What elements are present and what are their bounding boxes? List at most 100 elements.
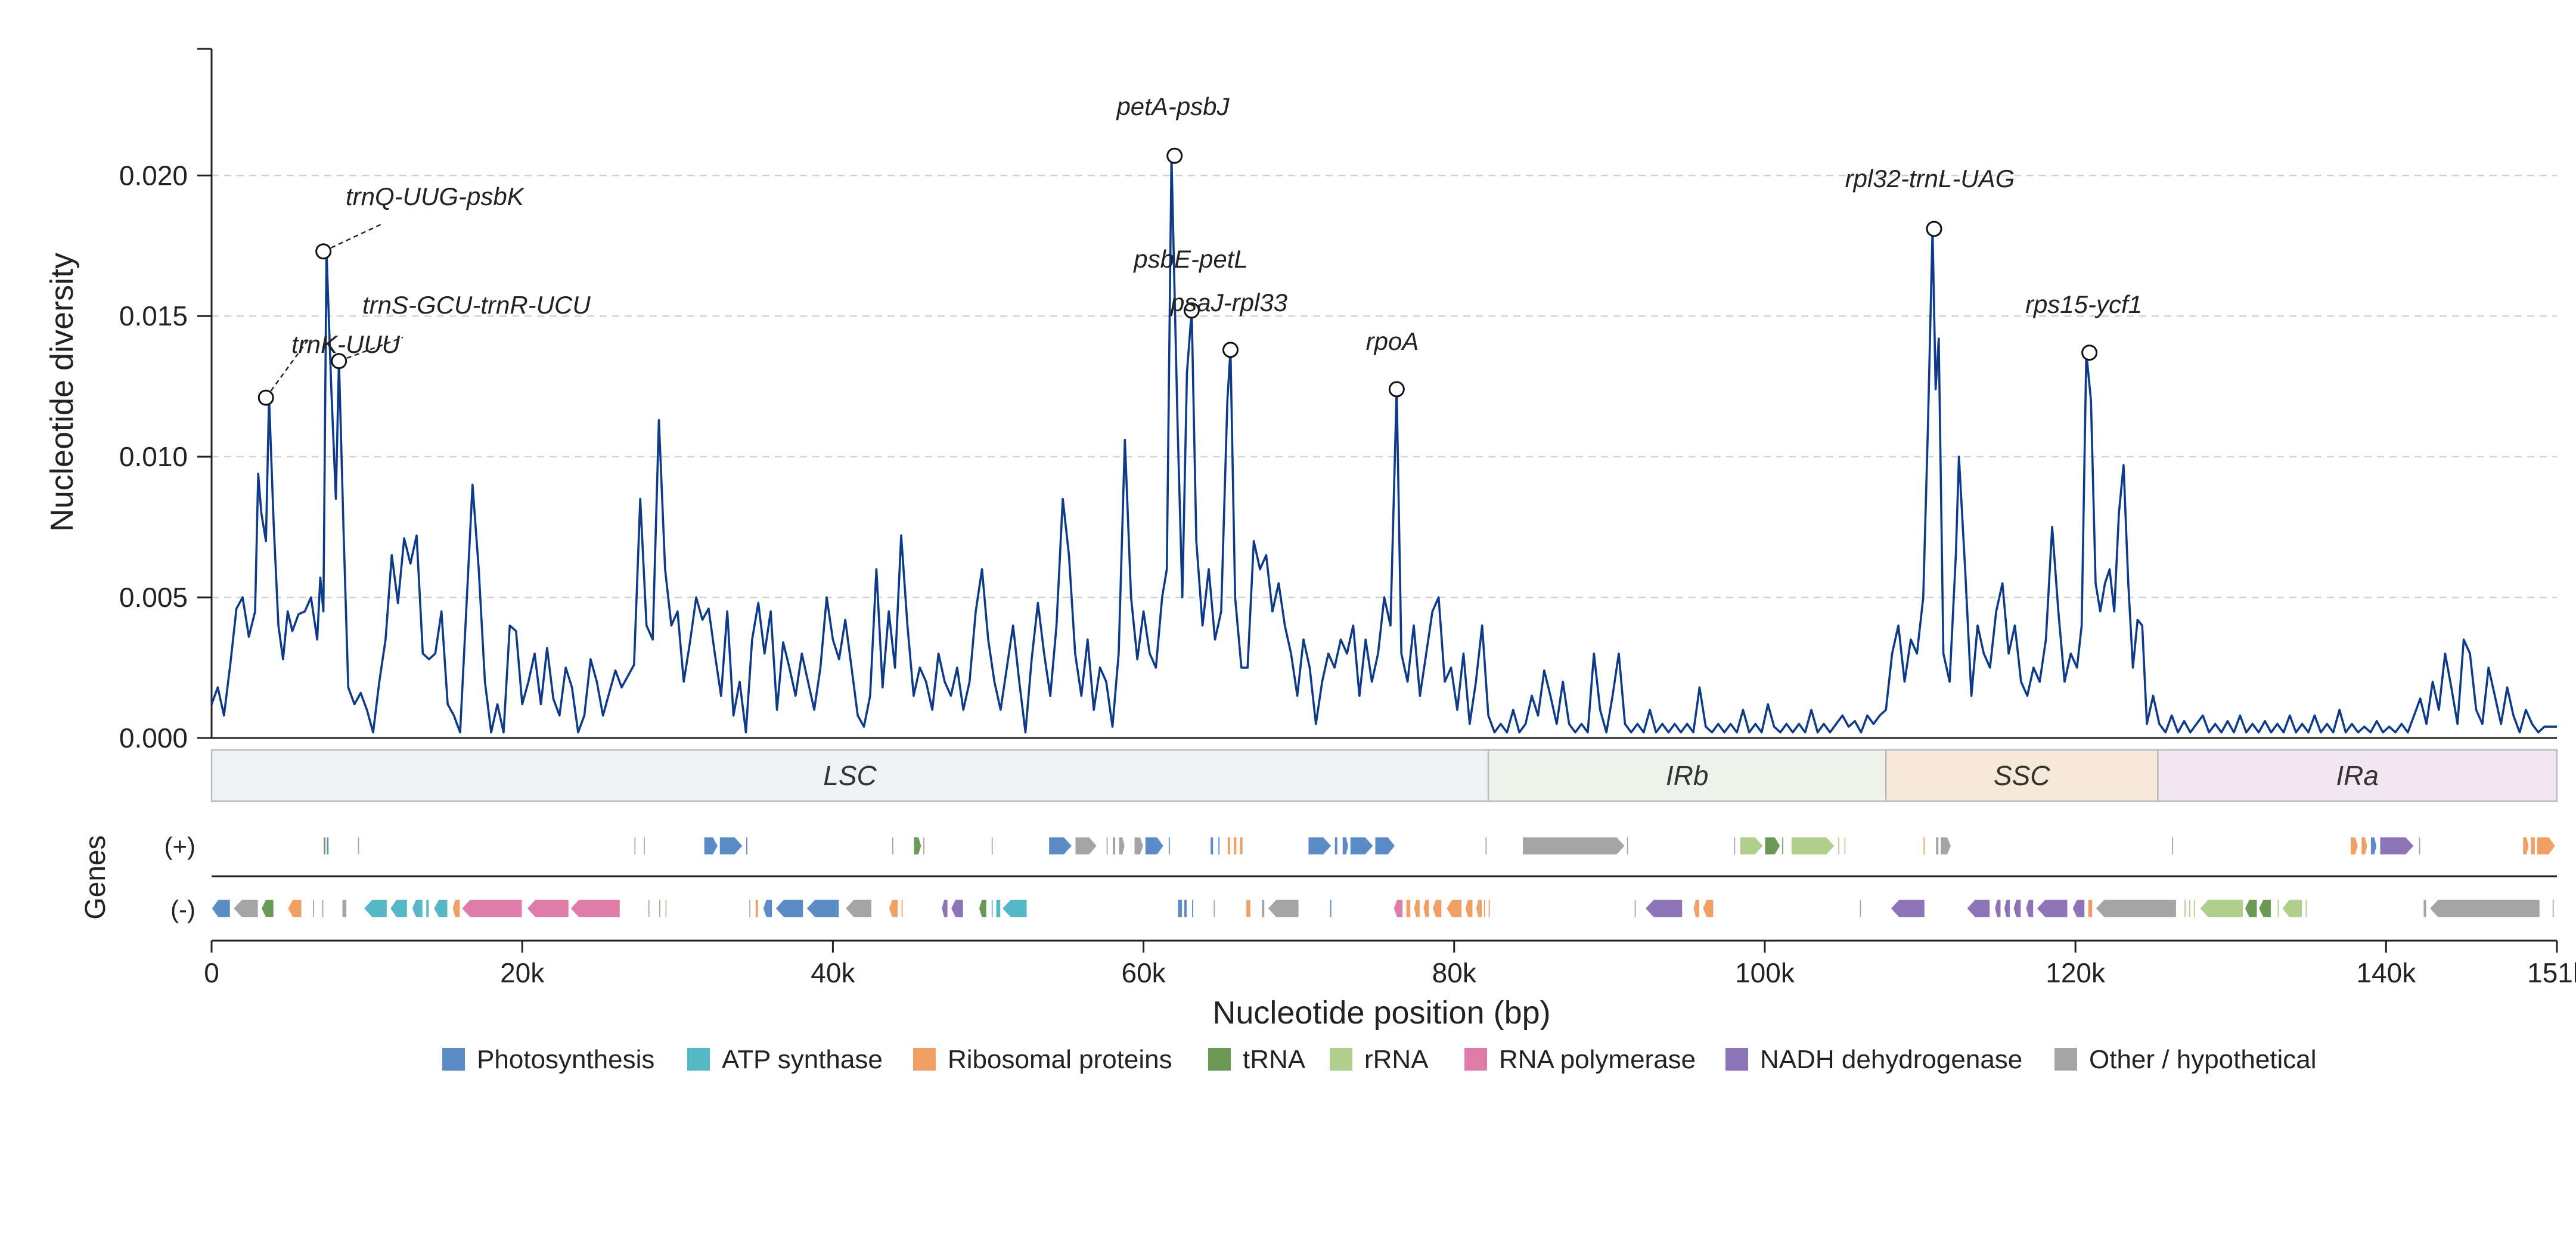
gene-block xyxy=(363,899,388,918)
gene-block xyxy=(719,836,744,855)
peak-label: trnQ-UUG-psbK xyxy=(346,182,525,210)
strand-plus-label: (+) xyxy=(165,832,196,860)
gene-block xyxy=(1475,899,1483,918)
gene-block xyxy=(2087,899,2093,918)
legend-swatch xyxy=(1330,1048,1352,1071)
region-block xyxy=(1487,749,1887,802)
gene-block xyxy=(2305,899,2308,918)
gene-block xyxy=(357,836,360,855)
gene-block xyxy=(323,836,327,855)
x-tick-label: 140k xyxy=(2356,957,2416,988)
peak-label: psbE-petL xyxy=(1132,245,1247,273)
gene-block xyxy=(211,899,231,918)
gene-block xyxy=(1644,899,1683,918)
gene-block xyxy=(1329,899,1332,918)
gene-block xyxy=(1790,836,1836,855)
gene-block xyxy=(2193,899,2196,918)
gene-block xyxy=(570,899,620,918)
peak-label: psaJ-rpl33 xyxy=(1169,289,1287,317)
gene-block xyxy=(1334,836,1338,855)
gene-block xyxy=(806,899,840,918)
gene-block xyxy=(995,899,1001,918)
legend-label: tRNA xyxy=(1243,1045,1306,1074)
gene-block xyxy=(643,836,646,855)
gene-block xyxy=(2072,899,2085,918)
y-axis: 0.000 0.005 0.010 0.015 0.020 xyxy=(119,48,2557,753)
gene-block xyxy=(658,899,662,918)
gene-block xyxy=(1227,836,1231,855)
gene-block xyxy=(1144,836,1165,855)
peak-marker xyxy=(1222,342,1239,358)
y-tick-label: 0.005 xyxy=(119,582,188,613)
gene-block xyxy=(1413,899,1421,918)
legend-label: RNA polymerase xyxy=(1499,1045,1696,1074)
gene-block xyxy=(2258,899,2272,918)
x-tick-label: 80k xyxy=(1432,957,1477,988)
peak-marker xyxy=(257,389,274,406)
gene-block xyxy=(1488,899,1491,918)
gene-block xyxy=(2552,899,2555,918)
gene-block xyxy=(2025,899,2034,918)
region-block xyxy=(2157,749,2558,802)
peak-label: rps15-ycf1 xyxy=(2025,290,2142,318)
legend-label: Other / hypothetical xyxy=(2089,1045,2317,1074)
peak-marker xyxy=(1183,302,1200,319)
region-label: SSC xyxy=(1994,760,2050,791)
gene-block xyxy=(2199,899,2244,918)
gene-block xyxy=(1048,836,1073,855)
gene-block xyxy=(1423,899,1430,918)
y-axis-title: Nucleotide diversity xyxy=(44,253,80,532)
gene-block xyxy=(461,899,523,918)
gene-block xyxy=(1432,899,1442,918)
gene-block xyxy=(1233,836,1237,855)
region-bar: LSC IRb SSC IRa xyxy=(210,749,2558,802)
gene-block xyxy=(901,899,904,918)
gene-block xyxy=(2183,899,2187,918)
y-grid-lines xyxy=(212,175,2557,598)
gene-block xyxy=(2370,836,2378,855)
legend-swatch xyxy=(687,1048,710,1071)
diversity-line xyxy=(210,154,2557,734)
gene-block xyxy=(891,836,895,855)
legend-swatch xyxy=(1725,1048,1748,1071)
peak-label: trnK-UUU xyxy=(291,330,401,358)
genes-axis-title: Genes xyxy=(80,835,111,919)
legend-label: ATP synthase xyxy=(722,1045,883,1074)
diversity-series xyxy=(210,154,2557,734)
gene-block xyxy=(1634,899,1637,918)
x-tick-label: 40k xyxy=(811,957,855,988)
gene-block xyxy=(452,899,461,918)
gene-block xyxy=(411,899,424,918)
gene-block xyxy=(1342,836,1349,855)
x-axis: 0 20k 40k 60k 80k 100k 120k 140k 151k xyxy=(204,939,2576,988)
gene-block xyxy=(1782,836,1784,855)
gene-block xyxy=(1733,836,1736,855)
gene-block xyxy=(433,899,448,918)
gene-block xyxy=(1994,899,2001,918)
gene-block xyxy=(1522,836,1626,855)
gene-block xyxy=(2188,899,2191,918)
gene-block xyxy=(1966,899,1991,918)
legend-swatch xyxy=(913,1048,936,1071)
peak-label: rpoA xyxy=(1366,327,1419,355)
peak-label: trnS-GCU-trnR-UCU xyxy=(362,291,591,319)
gene-block xyxy=(1210,836,1214,855)
gene-block xyxy=(1739,836,1764,855)
legend-swatch xyxy=(1464,1048,1487,1071)
gene-block xyxy=(2536,836,2556,855)
gene-block xyxy=(1405,899,1411,918)
gene-block xyxy=(342,899,347,918)
gene-block xyxy=(1349,836,1374,855)
gene-block xyxy=(260,899,274,918)
gene-block xyxy=(1218,836,1221,855)
gene-block xyxy=(426,899,430,918)
gene-block xyxy=(1261,899,1265,918)
peak-marker xyxy=(315,243,332,260)
gene-block xyxy=(1168,836,1171,855)
gene-block xyxy=(1213,899,1216,918)
gene-block xyxy=(647,899,650,918)
x-tick-label: 120k xyxy=(2046,957,2106,988)
peak-marker xyxy=(1388,381,1405,398)
gene-block xyxy=(312,899,315,918)
gene-block xyxy=(1393,899,1404,918)
